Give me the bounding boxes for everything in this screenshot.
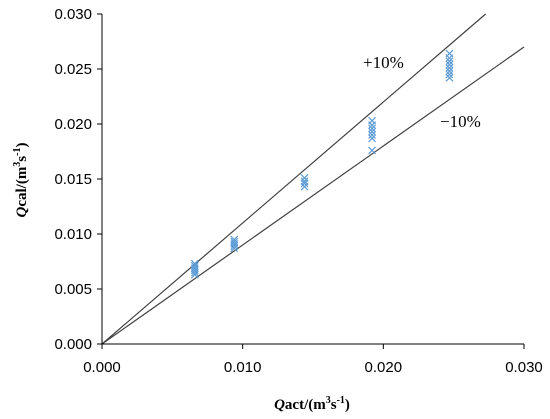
x-ticks: 0.000 0.010 0.020 0.030 [83,344,543,376]
y-tick-label: 0.025 [54,61,92,78]
x-tick-label: 0.010 [224,359,262,376]
y-title-end: ) [14,142,30,147]
data-point-marker [300,177,309,186]
reference-line-minus-10 [101,46,525,345]
y-tick-label: 0.030 [54,6,92,23]
data-point-marker [300,173,309,182]
x-tick-label: 0.020 [365,359,403,376]
x-title-text: act/(m [285,397,326,413]
y-tick-label: 0.015 [54,171,92,188]
data-point-marker [445,70,454,79]
x-title-sup2: -1 [337,395,345,406]
reference-lines [101,13,525,345]
data-point-marker [368,127,377,136]
data-point-marker [230,237,239,246]
x-axis-title: Qact/(m3s-1) [274,395,350,413]
x-tick-label: 0.030 [505,359,543,376]
data-point-marker [445,63,454,72]
y-title-mid: s [14,156,30,162]
data-point-marker [445,49,454,58]
data-point-marker [445,73,454,82]
y-tick-label: 0.010 [54,226,92,243]
y-title-text: cal/(m [14,166,30,206]
data-point-marker [368,131,377,139]
data-point-marker [445,67,454,76]
data-point-marker [445,57,454,66]
y-tick-label: 0.020 [54,116,92,133]
data-point-marker [230,235,239,244]
y-ticks: 0.000 0.005 0.010 0.015 0.020 0.025 0.030 [54,6,102,353]
y-tick-label: 0.005 [54,281,92,298]
data-point-marker [368,146,377,155]
y-title-italic: Q [14,207,30,218]
annotation-plus-10: +10% [363,53,404,72]
x-title-italic: Q [274,397,285,413]
x-title-sup1: 3 [326,395,331,406]
annotation-minus-10: −10% [440,112,481,131]
data-markers [190,49,454,279]
data-point-marker [368,124,377,133]
axes [101,14,524,345]
data-point-marker [190,259,199,268]
data-point-marker [368,116,377,125]
data-point-marker [368,134,377,143]
data-point-marker [445,60,454,69]
y-axis-title: Qcal/(m3s-1) [12,142,30,217]
reference-line-plus-10 [101,13,487,345]
data-point-marker [190,261,199,270]
x-title-mid: s [331,397,337,413]
x-tick-label: 0.000 [83,359,121,376]
x-title-end: ) [345,397,350,413]
y-tick-label: 0.000 [54,336,92,353]
y-title-sup1: 3 [12,162,23,167]
y-title-sup2: -1 [12,147,23,155]
